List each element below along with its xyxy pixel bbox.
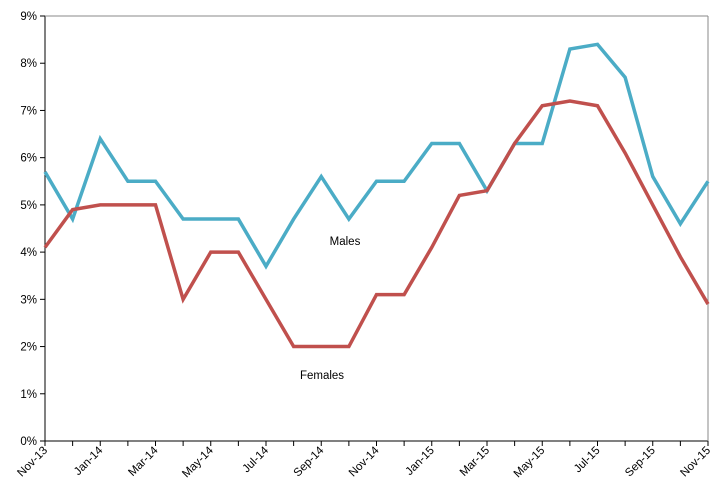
x-tick-label: Jan-14 — [72, 444, 106, 478]
y-tick-label: 6% — [20, 153, 37, 165]
x-tick-label: Sep-15 — [623, 445, 658, 480]
series-line — [43, 99, 710, 349]
x-tick-label: Jul-14 — [240, 444, 271, 475]
x-tick-label: Nov-13 — [15, 445, 50, 480]
series-label: Males — [330, 236, 361, 248]
y-tick-label: 2% — [20, 342, 37, 354]
x-tick-label: Jan-15 — [404, 445, 437, 478]
x-tick-label: Nov-15 — [678, 445, 713, 480]
y-tick-label: 4% — [20, 247, 37, 259]
y-tick-label: 8% — [20, 58, 37, 70]
x-tick-label: Sep-14 — [292, 444, 327, 479]
x-tick-label: Nov-14 — [347, 444, 382, 479]
series-line — [43, 42, 710, 270]
series-label: Females — [300, 370, 344, 382]
x-tick-label: Mar-15 — [458, 445, 492, 479]
y-tick-label: 1% — [20, 389, 37, 401]
x-tick-label: Jul-15 — [572, 445, 603, 476]
x-tick-label: May-14 — [180, 444, 216, 480]
y-tick-label: 0% — [20, 436, 37, 448]
y-tick-label: 7% — [20, 105, 37, 117]
x-tick-label: May-15 — [512, 445, 548, 481]
y-tick-label: 9% — [20, 11, 37, 23]
y-tick-label: 3% — [20, 294, 37, 306]
x-tick-label: Mar-14 — [126, 444, 161, 479]
y-tick-label: 5% — [20, 200, 37, 212]
